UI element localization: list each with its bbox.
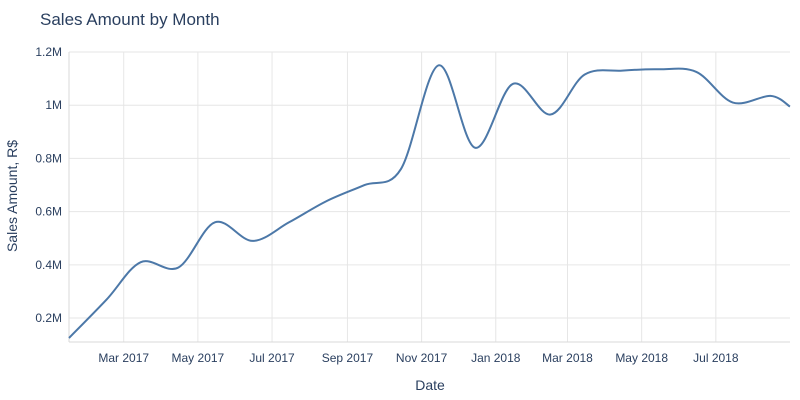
sales-amount-line xyxy=(68,64,791,339)
x-tick-label: Sep 2017 xyxy=(322,351,374,365)
chart-title: Sales Amount by Month xyxy=(40,10,220,29)
series-sales-amount xyxy=(68,64,791,339)
x-tick-label: Nov 2017 xyxy=(396,351,448,365)
x-tick-label: Mar 2017 xyxy=(98,351,149,365)
x-tick-label: May 2017 xyxy=(172,351,225,365)
x-tick-label: Mar 2018 xyxy=(542,351,593,365)
gridlines xyxy=(69,51,790,342)
y-axis-ticks: 0.2M 0.4M 0.6M 0.8M 1M 1.2M xyxy=(35,45,62,325)
x-tick-label: Jul 2018 xyxy=(693,351,739,365)
y-tick-label: 0.2M xyxy=(35,311,62,325)
y-tick-label: 1M xyxy=(45,98,62,112)
y-tick-label: 0.4M xyxy=(35,258,62,272)
x-axis-title: Date xyxy=(415,377,445,393)
x-axis-ticks: Mar 2017 May 2017 Jul 2017 Sep 2017 Nov 2017… xyxy=(98,351,738,365)
y-tick-label: 0.6M xyxy=(35,205,62,219)
y-tick-label: 1.2M xyxy=(35,45,62,59)
y-tick-label: 0.8M xyxy=(35,151,62,165)
x-tick-label: Jan 2018 xyxy=(471,351,521,365)
x-tick-label: May 2018 xyxy=(615,351,668,365)
x-tick-label: Jul 2017 xyxy=(249,351,295,365)
y-axis-title: Sales Amount, R$ xyxy=(4,140,20,252)
